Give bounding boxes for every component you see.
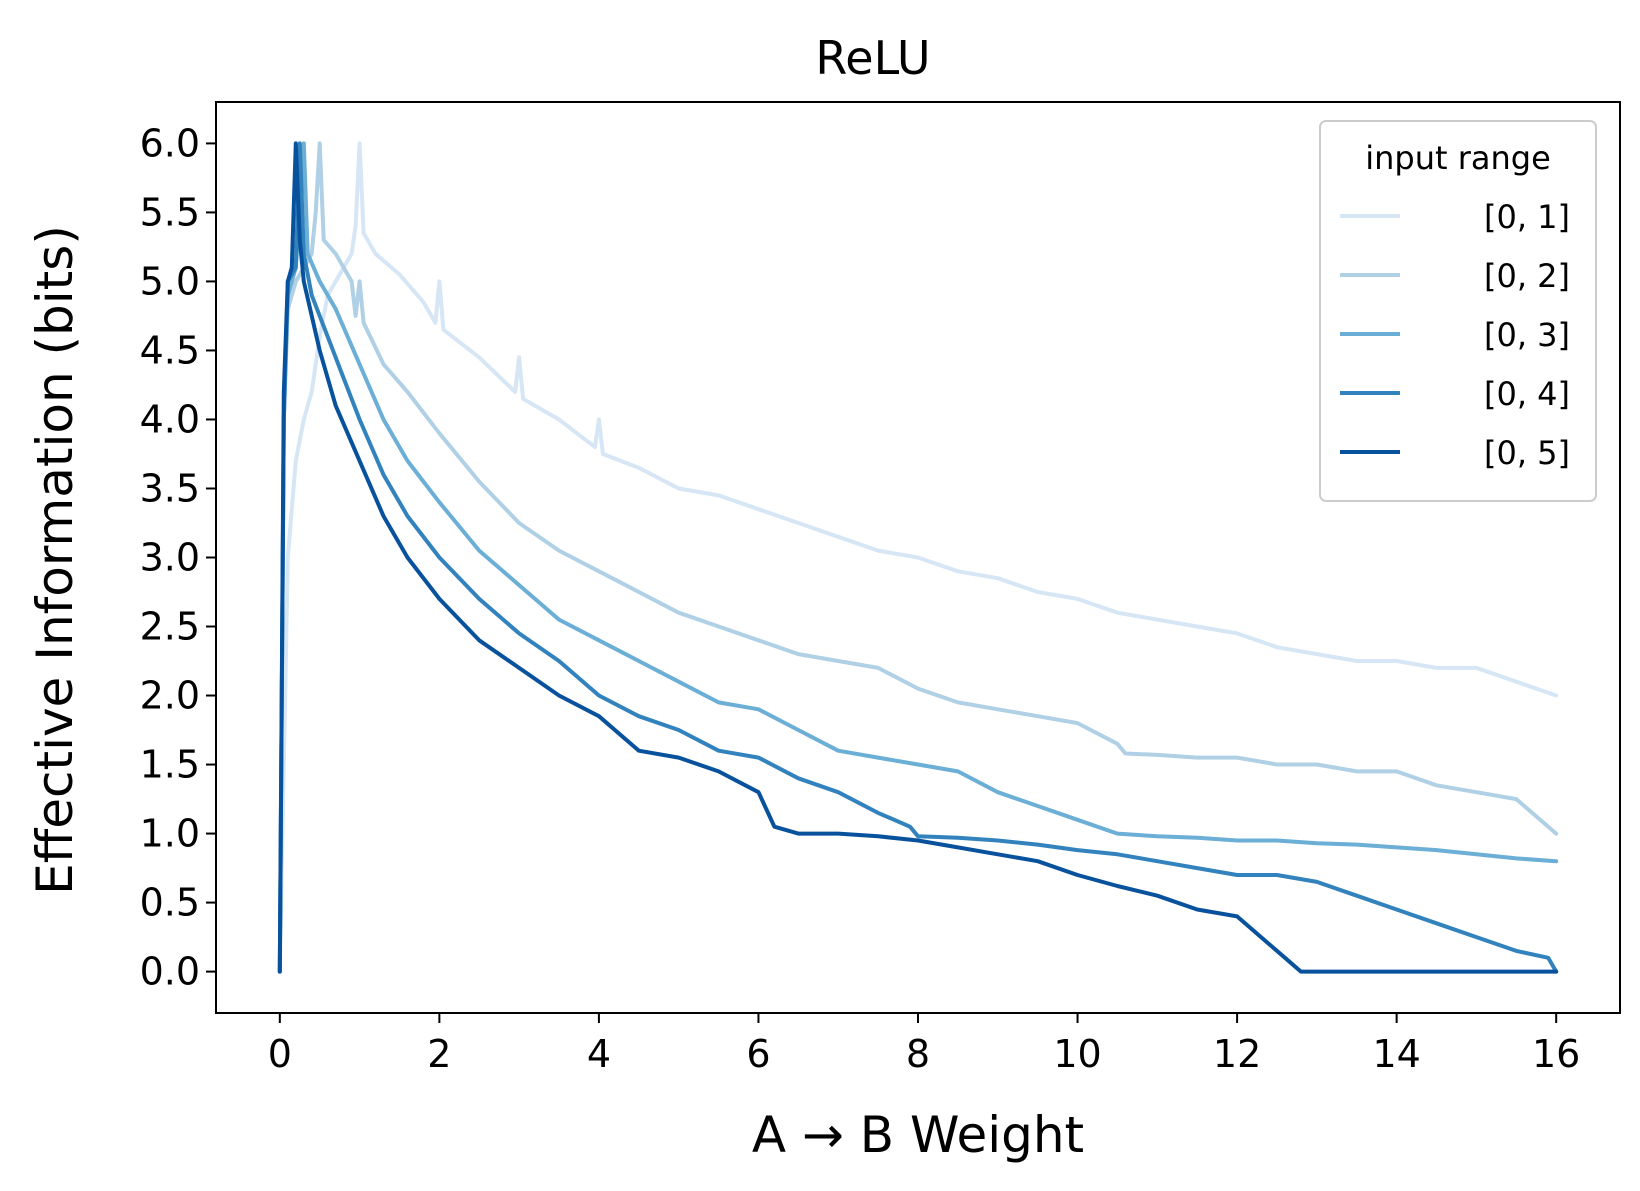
y-tick-label: 5.5 [140, 190, 200, 234]
x-tick-label: 16 [1532, 1032, 1580, 1076]
legend-label-1: [0, 1] [1484, 198, 1570, 236]
legend-entries: [0, 1] [0, 2] [0, 3] [0, 4] [0, 5] [1340, 198, 1570, 472]
y-tick-label: 4.5 [140, 328, 200, 372]
x-tick-label: 0 [268, 1032, 292, 1076]
series-line-2 [277, 141, 1559, 974]
chart-title: ReLU [815, 31, 930, 85]
x-ticks: 0 2 4 6 8 10 12 14 16 [268, 1013, 1580, 1076]
legend-label-4: [0, 4] [1484, 375, 1570, 413]
series-line-5 [277, 141, 1559, 974]
legend-label-2: [0, 2] [1484, 257, 1570, 295]
series-line-1 [277, 141, 1559, 974]
y-tick-label: 0.5 [140, 881, 200, 925]
x-tick-label: 6 [746, 1032, 770, 1076]
legend-title: input range [1365, 139, 1551, 177]
series-line-4 [277, 141, 1559, 974]
legend-label-3: [0, 3] [1484, 316, 1570, 354]
y-tick-label: 1.5 [140, 743, 200, 787]
plot-lines [277, 141, 1559, 974]
y-tick-label: 3.0 [140, 536, 200, 580]
y-tick-label: 0.0 [140, 950, 200, 994]
y-tick-label: 3.5 [140, 466, 200, 510]
y-ticks: 0.0 0.5 1.0 1.5 2.0 2.5 3.0 3.5 4.0 4.5 5.0 5.5 6.0 [140, 121, 216, 994]
y-tick-label: 6.0 [140, 121, 200, 165]
x-tick-label: 12 [1213, 1032, 1261, 1076]
x-tick-label: 8 [906, 1032, 930, 1076]
x-tick-label: 4 [587, 1032, 611, 1076]
x-axis-label: A → B Weight [752, 1106, 1084, 1164]
x-tick-label: 14 [1372, 1032, 1420, 1076]
x-tick-label: 10 [1053, 1032, 1101, 1076]
x-tick-label: 2 [427, 1032, 451, 1076]
legend-label-5: [0, 5] [1484, 434, 1570, 472]
y-tick-label: 4.0 [140, 397, 200, 441]
series-line-3 [277, 141, 1559, 974]
y-tick-label: 1.0 [140, 812, 200, 856]
y-tick-label: 2.5 [140, 605, 200, 649]
legend: input range [0, 1][0, 2][0, 3][0, 4][0, … [1319, 120, 1597, 502]
y-tick-label: 2.0 [140, 674, 200, 718]
y-tick-label: 5.0 [140, 259, 200, 303]
y-axis-label: Effective Information (bits) [26, 225, 84, 895]
